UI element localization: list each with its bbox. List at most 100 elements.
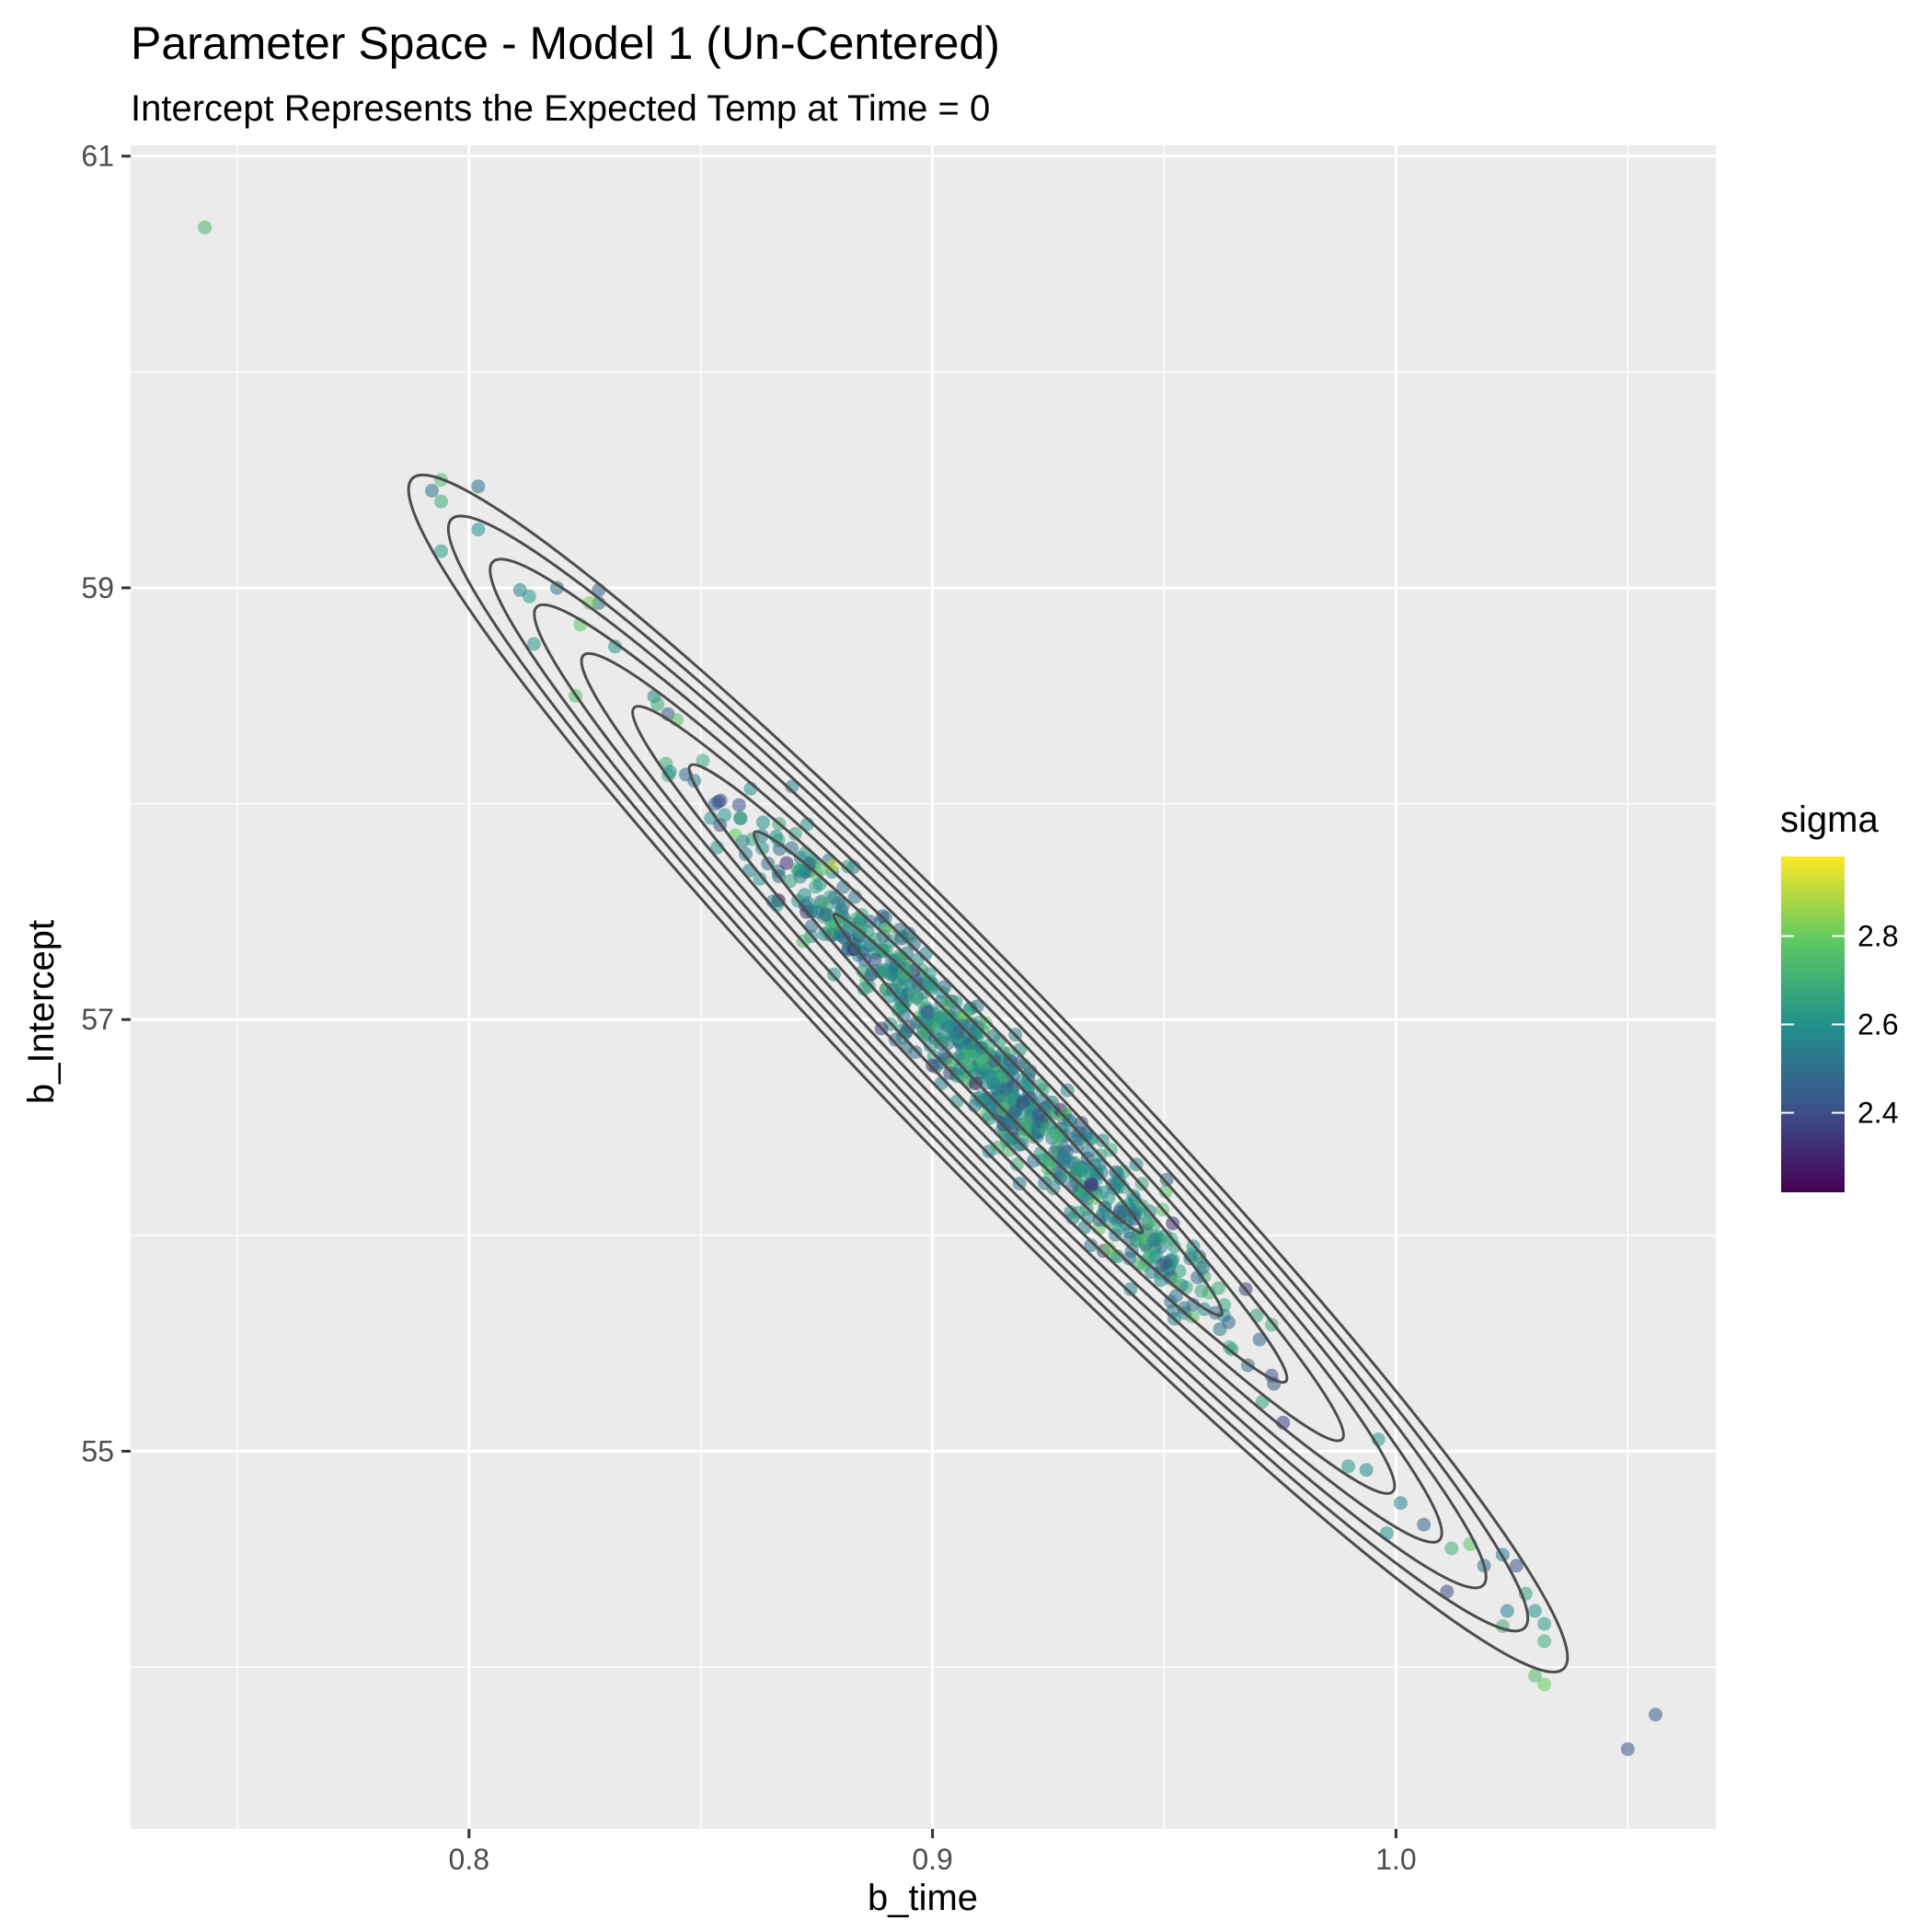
minor-gridlines	[131, 145, 1716, 1829]
scatter-point	[1222, 1315, 1236, 1329]
scatter-point	[1537, 1677, 1552, 1692]
scatter-point	[1046, 1181, 1061, 1196]
scatter-point	[434, 494, 448, 509]
scatter-point	[974, 1051, 989, 1065]
scatter-point	[983, 1069, 998, 1084]
scatter-point	[1649, 1708, 1662, 1722]
scatter-point	[1444, 1541, 1459, 1556]
y-axis-title: b_Intercept	[21, 920, 62, 1104]
scatter-point	[934, 1033, 949, 1048]
density-contour	[631, 705, 1345, 1443]
scatter-point	[834, 903, 849, 917]
scatter-point	[982, 1111, 996, 1126]
scatter-point	[1101, 1241, 1116, 1256]
density-contour	[407, 473, 1570, 1673]
scatter-point	[718, 808, 732, 822]
scatter-point	[1500, 1604, 1514, 1618]
scatter-point	[1134, 1199, 1149, 1213]
y-tick-label: 59	[81, 571, 114, 604]
legend-tick-label: 2.8	[1857, 919, 1898, 952]
scatter-point	[1000, 1133, 1014, 1148]
density-contour	[580, 651, 1397, 1495]
scatter-point	[841, 859, 856, 874]
scatter-point	[1168, 1289, 1183, 1303]
scatter-point	[1013, 1042, 1027, 1057]
scatter-point	[818, 907, 833, 922]
scatter-point	[582, 595, 597, 610]
scatter-point	[779, 856, 794, 870]
scatter-point	[862, 979, 877, 994]
scatter-point	[1018, 1115, 1033, 1130]
density-contour	[446, 514, 1530, 1633]
scatter-point	[1016, 1095, 1030, 1110]
scatter-point	[650, 696, 665, 711]
scatter-point	[1212, 1281, 1225, 1295]
scatter-point	[1158, 1184, 1173, 1199]
chart-title: Parameter Space - Model 1 (Un-Centered)	[131, 17, 1000, 69]
scatter-point	[998, 1082, 1012, 1097]
scatter-point	[731, 798, 746, 812]
scatter-point	[955, 1018, 970, 1032]
scatter-point	[1112, 1205, 1127, 1220]
x-tick-label: 1.0	[1375, 1843, 1416, 1876]
scatter-point	[952, 1062, 967, 1076]
scatter-point	[1393, 1496, 1408, 1511]
scatter-point	[797, 888, 811, 903]
scatter-point	[1528, 1668, 1542, 1683]
scatter-point	[696, 753, 710, 768]
scatter-point	[425, 483, 439, 498]
scatter-point	[878, 964, 892, 979]
scatter-point	[198, 220, 213, 235]
density-contours	[407, 473, 1570, 1673]
scatter-point	[969, 1076, 983, 1091]
scatter-point	[1252, 1332, 1267, 1347]
legend-tick-label: 2.4	[1857, 1097, 1898, 1130]
scatter-point	[1177, 1301, 1191, 1316]
x-tick-label: 0.8	[449, 1843, 489, 1876]
scatter-point	[471, 523, 486, 537]
scatter-point	[1155, 1258, 1169, 1272]
scatter-point	[933, 1010, 948, 1025]
scatter-point	[1084, 1178, 1098, 1192]
scatter-point	[1417, 1517, 1432, 1532]
x-axis-title: b_time	[868, 1878, 978, 1918]
scatter-point	[608, 639, 622, 654]
scatter-point	[908, 1045, 923, 1060]
scatter-point	[1537, 1634, 1552, 1649]
y-tick-label: 57	[81, 1003, 114, 1036]
scatter-point	[1005, 1108, 1019, 1122]
density-contour	[832, 912, 1144, 1235]
scatter-point	[711, 795, 726, 810]
scatter-point	[1509, 1558, 1524, 1573]
scatter-point	[1041, 1161, 1055, 1176]
scatter-point	[1194, 1283, 1209, 1298]
scatter-point	[1009, 1157, 1024, 1172]
scatter-point	[434, 544, 448, 558]
y-tick-label: 55	[81, 1434, 114, 1467]
scatter-point	[920, 1005, 935, 1019]
scatter-point	[794, 863, 809, 878]
scatter-point	[1123, 1282, 1138, 1296]
scatter-point	[888, 1032, 903, 1047]
x-tick-label: 0.9	[912, 1843, 952, 1876]
scatter-point	[825, 859, 840, 874]
scatter-point	[471, 479, 486, 494]
scatter-point	[732, 811, 747, 825]
scatter-point	[788, 826, 802, 841]
scatter-point	[1528, 1604, 1542, 1618]
scatter-point	[1440, 1584, 1455, 1599]
scatter-point	[970, 999, 984, 1014]
scatter-point	[550, 581, 564, 595]
scatter-point	[946, 1029, 960, 1043]
scatter-point	[522, 589, 536, 604]
scatter-point	[1620, 1742, 1635, 1756]
legend-tick-label: 2.6	[1857, 1008, 1898, 1041]
density-contour	[687, 763, 1289, 1385]
scatter-point	[943, 995, 958, 1009]
legend-title: sigma	[1780, 799, 1879, 840]
axes: 0.8 0.9 1.0 55 57 59 61	[81, 140, 1416, 1876]
scatter-point	[753, 871, 767, 886]
scatter-point	[1084, 1238, 1098, 1253]
scatter-point	[1039, 1121, 1053, 1136]
scatter-point	[1159, 1172, 1174, 1187]
